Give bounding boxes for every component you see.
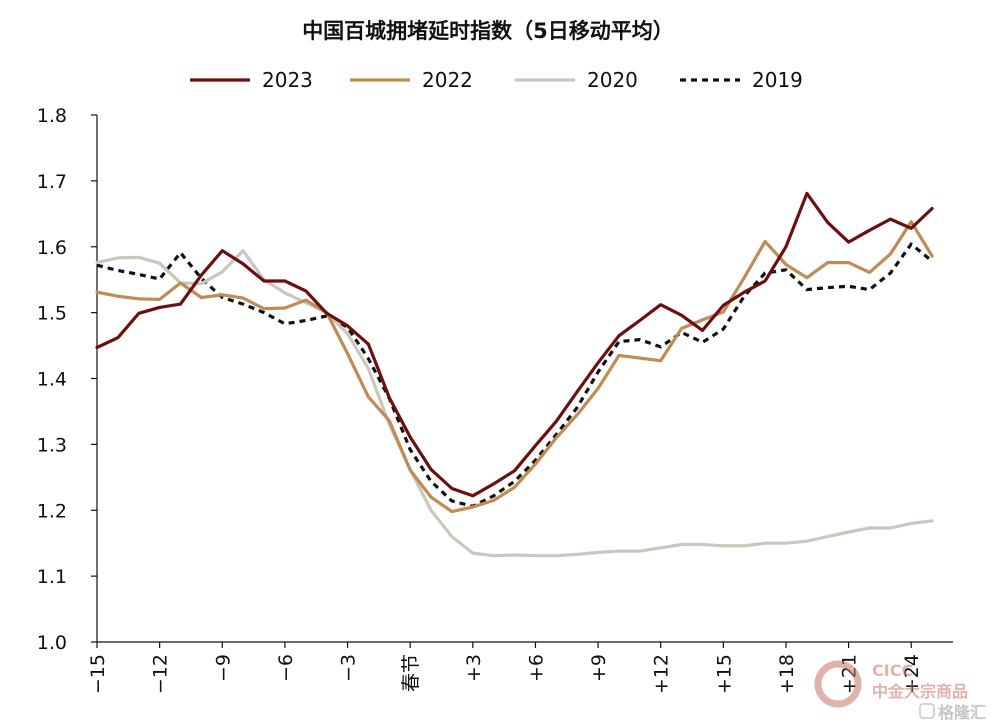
series-line-2023	[95, 191, 934, 498]
series-line-2022	[95, 220, 934, 514]
legend-label-2022: 2022	[422, 68, 473, 92]
x-tick-label: +18	[776, 654, 798, 694]
legend: 2023 2022 2020 2019	[190, 68, 803, 92]
watermark-source: 格隆汇	[938, 703, 986, 722]
y-tick-label: 1.5	[37, 303, 67, 325]
x-tick-label: +12	[651, 654, 673, 694]
watermark: CICC 中金大宗商品 格隆汇	[814, 660, 986, 722]
x-tick-label: 春节	[400, 654, 422, 692]
chart-title: 中国百城拥堵延时指数（5日移动平均）	[302, 19, 674, 43]
legend-label-2019: 2019	[752, 68, 803, 92]
gelonghui-logo-icon	[919, 703, 935, 719]
x-tick-label: −15	[87, 654, 109, 694]
x-tick-label: −3	[338, 654, 360, 682]
legend-label-2020: 2020	[587, 68, 638, 92]
series-line-2019	[96, 242, 934, 508]
x-tick-label: −12	[150, 654, 172, 694]
y-tick-label: 1.7	[37, 171, 67, 193]
x-tick-label: +6	[525, 654, 547, 682]
axes	[96, 115, 953, 643]
y-tick-label: 1.3	[37, 434, 67, 456]
y-tick-label: 1.6	[37, 237, 67, 259]
cicc-logo-icon	[814, 660, 862, 708]
y-tick-label: 1.2	[37, 500, 67, 522]
watermark-subtitle: 中金大宗商品	[872, 682, 968, 701]
y-tick-label: 1.0	[37, 632, 67, 654]
x-tick-label: +9	[588, 654, 610, 682]
x-axis-ticks: −15 −12 −9 −6 −3 春节 +3 +6 +9 +12 +15 +18 +21 +24	[87, 642, 923, 694]
legend-label-2023: 2023	[262, 68, 313, 92]
series-lines	[95, 191, 934, 558]
y-tick-label: 1.4	[37, 369, 67, 391]
x-tick-label: +15	[713, 654, 735, 694]
x-tick-label: −9	[212, 654, 234, 682]
y-tick-label: 1.8	[37, 105, 67, 127]
y-tick-label: 1.1	[37, 566, 67, 588]
x-tick-label: +3	[463, 654, 485, 682]
x-tick-label: −6	[275, 654, 297, 682]
x-tick-label: +24	[901, 654, 923, 694]
watermark-logo-text: CICC	[872, 661, 913, 680]
y-axis-ticks: 1.8 1.7 1.6 1.5 1.4 1.3 1.2 1.1 1.0	[37, 105, 97, 654]
